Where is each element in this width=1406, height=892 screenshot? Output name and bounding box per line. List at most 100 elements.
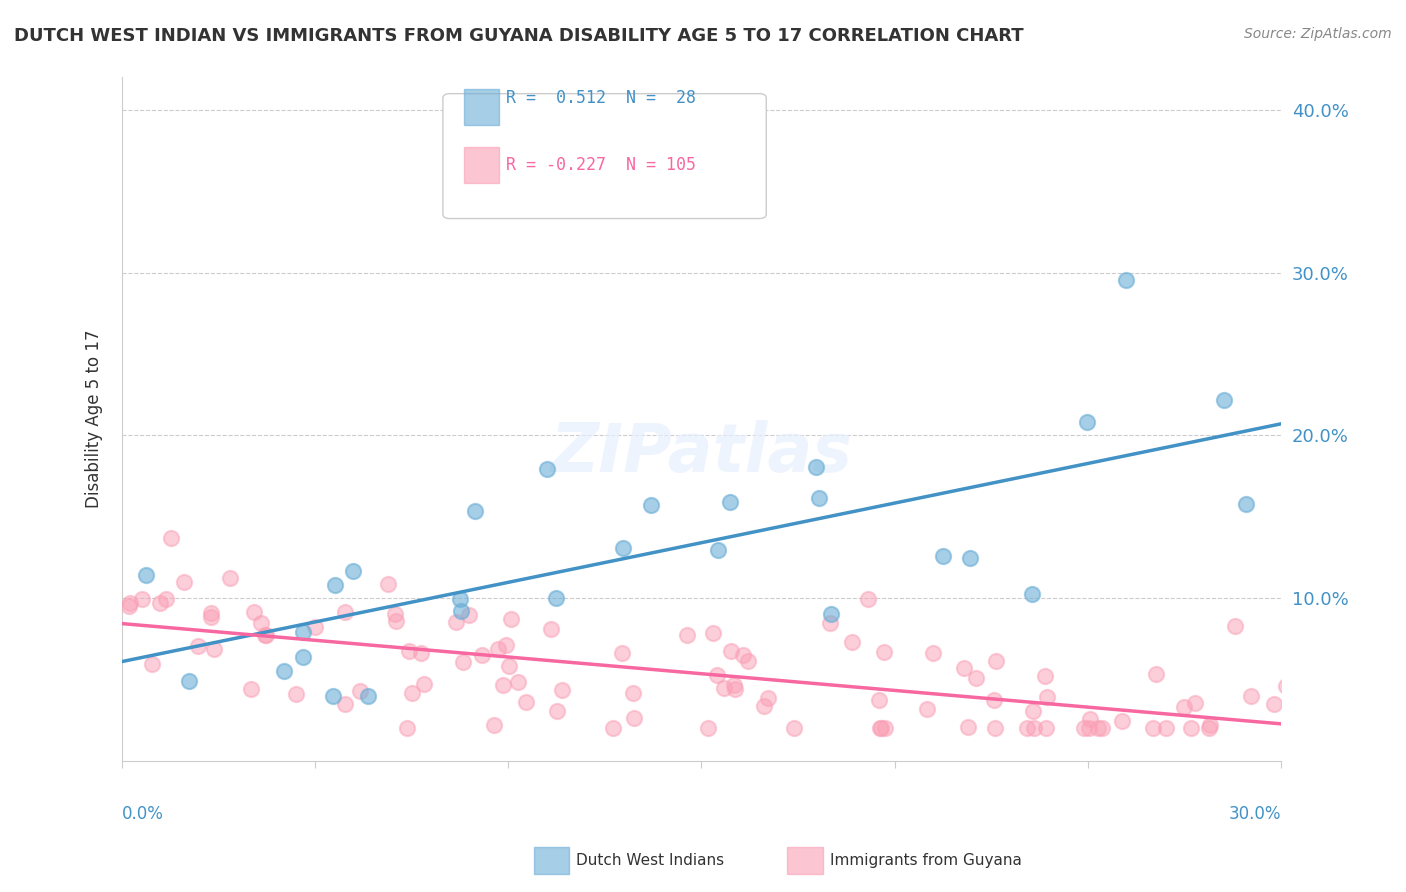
Point xyxy=(1173,700,1195,714)
Point xyxy=(200,606,222,620)
Point xyxy=(1076,415,1098,429)
Y-axis label: Disability Age 5 to 17: Disability Age 5 to 17 xyxy=(86,330,103,508)
Point xyxy=(1234,497,1257,511)
Point xyxy=(1090,721,1112,735)
Point xyxy=(451,655,474,669)
Text: Dutch West Indians: Dutch West Indians xyxy=(576,854,724,868)
Point xyxy=(610,646,633,660)
Point xyxy=(869,721,891,735)
Point xyxy=(1111,714,1133,728)
Point xyxy=(1212,393,1234,408)
Point xyxy=(187,640,209,654)
Point xyxy=(1115,273,1137,287)
Point xyxy=(1240,689,1263,703)
Point xyxy=(959,550,981,565)
Text: ZIPatlas: ZIPatlas xyxy=(550,420,852,486)
Text: DUTCH WEST INDIAN VS IMMIGRANTS FROM GUYANA DISABILITY AGE 5 TO 17 CORRELATION C: DUTCH WEST INDIAN VS IMMIGRANTS FROM GUY… xyxy=(14,27,1024,45)
Text: Source: ZipAtlas.com: Source: ZipAtlas.com xyxy=(1244,27,1392,41)
Point xyxy=(1087,721,1109,735)
Point xyxy=(752,698,775,713)
Point xyxy=(458,607,481,622)
Point xyxy=(676,628,699,642)
Point xyxy=(756,691,779,706)
Point xyxy=(1035,690,1057,705)
Point xyxy=(551,682,574,697)
Point xyxy=(713,681,735,695)
Point xyxy=(724,681,747,696)
Point xyxy=(1180,721,1202,735)
Point xyxy=(984,654,1007,668)
Point xyxy=(498,658,520,673)
Point xyxy=(450,604,472,618)
Point xyxy=(322,689,344,703)
Point xyxy=(291,624,314,639)
Point xyxy=(1073,721,1095,735)
Point xyxy=(623,686,645,700)
Point xyxy=(395,721,418,735)
Point xyxy=(873,645,896,659)
Point xyxy=(141,657,163,672)
Point xyxy=(546,704,568,718)
Point xyxy=(1198,721,1220,735)
Point xyxy=(1225,619,1247,633)
Point xyxy=(401,686,423,700)
Point xyxy=(120,596,142,610)
Text: 0.0%: 0.0% xyxy=(122,805,165,823)
Point xyxy=(1022,704,1045,718)
Point xyxy=(783,721,806,735)
Point xyxy=(1033,669,1056,683)
Point xyxy=(501,612,523,626)
Point xyxy=(412,677,434,691)
Point xyxy=(1291,721,1313,735)
Point xyxy=(492,678,515,692)
Point xyxy=(304,620,326,634)
Point xyxy=(984,721,1007,735)
Point xyxy=(707,542,730,557)
Point xyxy=(540,622,562,636)
Point xyxy=(131,591,153,606)
Point xyxy=(922,646,945,660)
Point xyxy=(733,648,755,662)
Point xyxy=(983,692,1005,706)
Point xyxy=(349,683,371,698)
Point xyxy=(720,643,742,657)
Point xyxy=(155,592,177,607)
Point xyxy=(254,628,277,642)
Point xyxy=(1035,721,1057,735)
Point xyxy=(953,661,976,675)
Point xyxy=(160,531,183,545)
Point xyxy=(342,564,364,578)
Point xyxy=(488,642,510,657)
Point xyxy=(173,575,195,590)
Point xyxy=(1292,721,1315,735)
Text: R = -0.227  N = 105: R = -0.227 N = 105 xyxy=(506,156,696,174)
Point xyxy=(449,591,471,606)
Point xyxy=(875,721,897,735)
Point xyxy=(1077,721,1099,735)
Point xyxy=(1154,721,1177,735)
Point xyxy=(718,495,741,509)
Point xyxy=(931,549,953,563)
Point xyxy=(323,578,346,592)
Point xyxy=(471,648,494,662)
Point xyxy=(444,615,467,630)
Point xyxy=(495,638,517,652)
Point xyxy=(149,596,172,610)
Point xyxy=(243,605,266,619)
Point xyxy=(1142,721,1164,735)
Point xyxy=(602,721,624,735)
Point xyxy=(273,664,295,678)
Point xyxy=(536,462,558,476)
Point xyxy=(118,599,141,613)
Point xyxy=(706,668,728,682)
Point xyxy=(697,721,720,735)
Text: 30.0%: 30.0% xyxy=(1229,805,1281,823)
Point xyxy=(702,626,724,640)
Point xyxy=(385,614,408,628)
Point xyxy=(841,635,863,649)
Point xyxy=(249,615,271,630)
Point xyxy=(335,605,357,619)
Point xyxy=(409,646,432,660)
Point xyxy=(818,616,841,631)
Point xyxy=(723,678,745,692)
